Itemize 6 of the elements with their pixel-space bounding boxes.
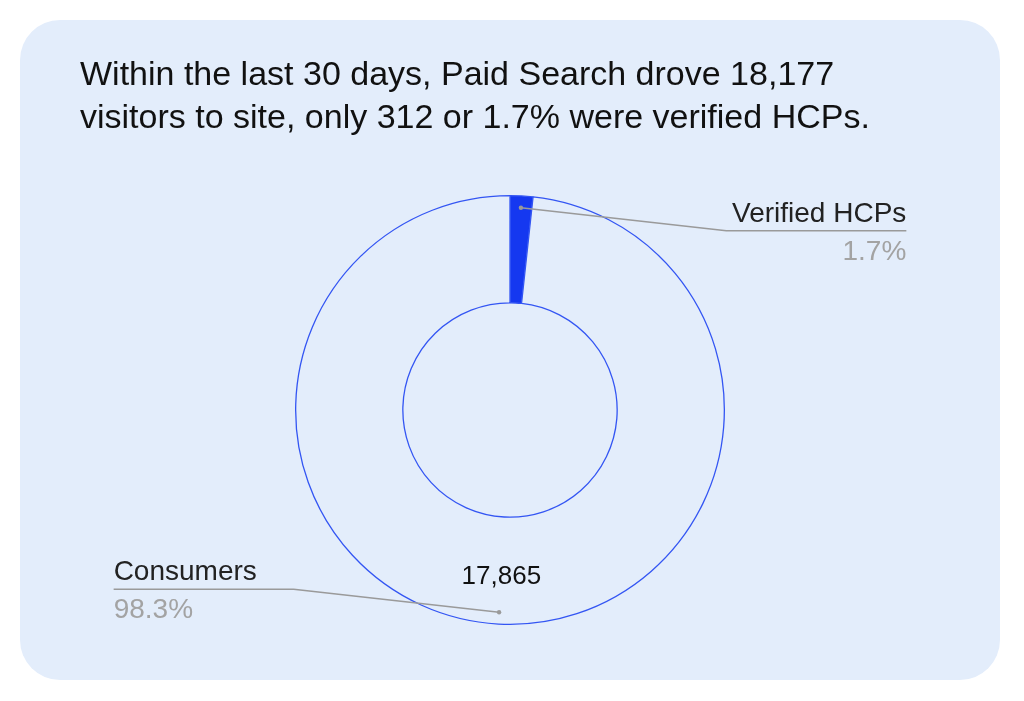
text: 1.7%: [842, 234, 907, 266]
slice-label: Consumers: [113, 555, 257, 587]
data-label: 17,865: [461, 559, 542, 590]
slice-label: Verified HCPs: [732, 196, 907, 228]
chart-title: Within the last 30 days, Paid Search drove 18,177 visitors to site, only 312 or 1.7% were verified HCPs.: [80, 53, 871, 137]
text: 98.3%: [113, 593, 194, 625]
